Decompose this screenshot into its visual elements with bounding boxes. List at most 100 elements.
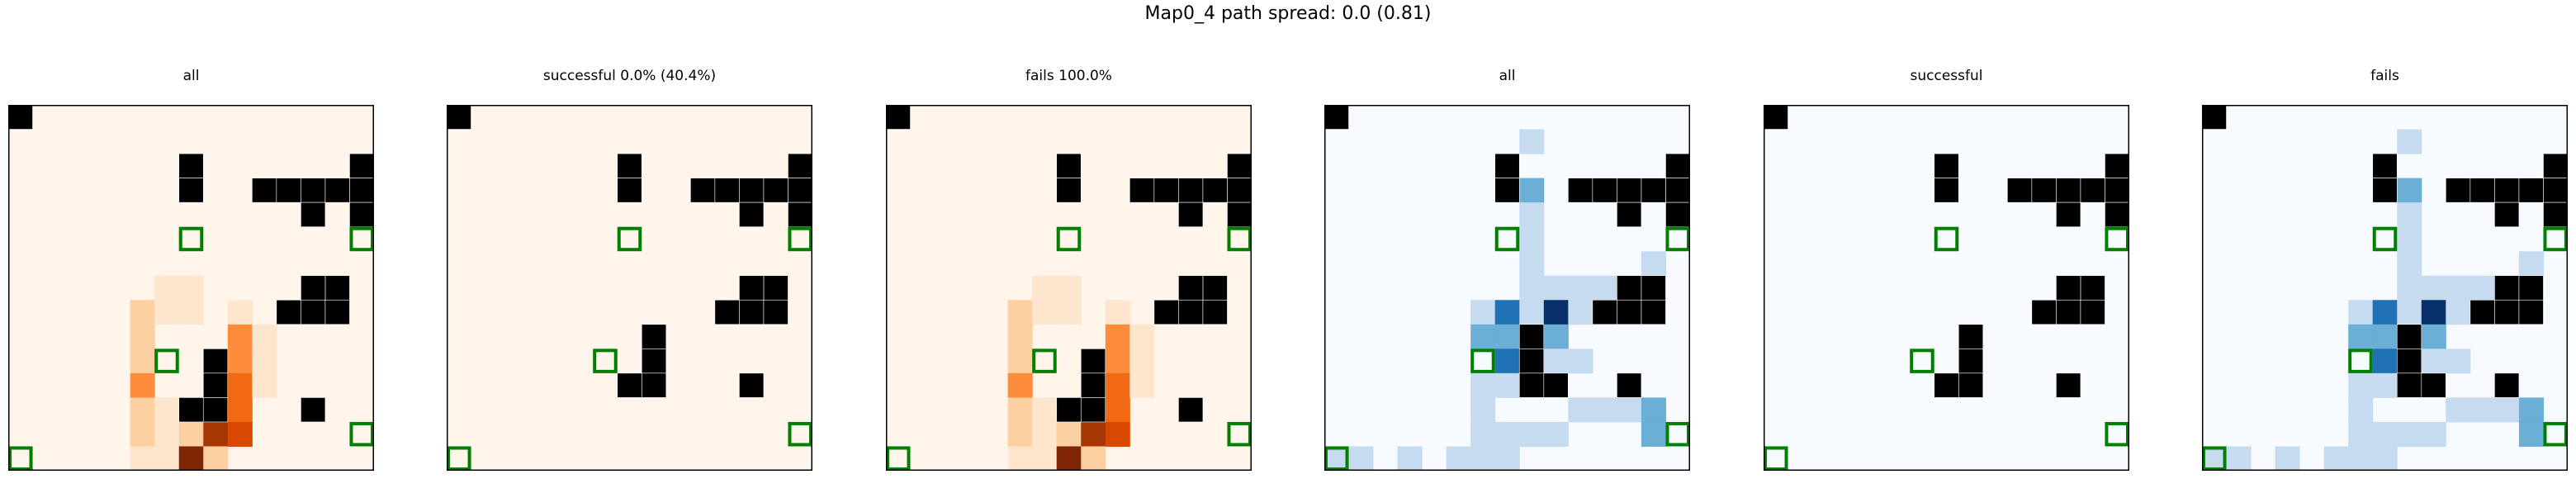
heat-cell xyxy=(1592,275,1617,301)
wall-cell xyxy=(1665,202,1690,227)
heat-cell xyxy=(154,275,180,301)
wall-cell xyxy=(1494,178,1520,203)
wall-cell xyxy=(1056,153,1082,178)
heat-cell xyxy=(1105,349,1130,374)
wall-cell xyxy=(2469,178,2495,203)
goal-marker xyxy=(1227,421,1252,447)
wall-cell xyxy=(1543,372,1569,398)
heat-cell xyxy=(2518,421,2544,447)
heat-cell xyxy=(2372,300,2398,325)
heat-cell xyxy=(1056,446,1082,471)
heatmap-svg xyxy=(8,105,374,471)
wall-cell xyxy=(1934,153,1959,178)
goal-marker xyxy=(2372,226,2398,252)
wall-cell xyxy=(2080,275,2105,301)
wall-cell xyxy=(763,178,788,203)
heat-cell xyxy=(2372,421,2398,447)
wall-cell xyxy=(349,178,374,203)
wall-cell xyxy=(1178,275,1204,301)
panel-title-2: successful 0.0% (40.4%) xyxy=(542,68,717,84)
heat-cell xyxy=(178,421,204,447)
goal-marker xyxy=(178,226,204,252)
heat-cell xyxy=(1494,324,1520,349)
heatmap-svg xyxy=(886,105,1252,471)
goal-marker xyxy=(8,446,33,471)
heat-cell xyxy=(130,372,155,398)
heat-cell xyxy=(130,324,155,349)
heat-cell xyxy=(1519,251,1545,277)
wall-cell xyxy=(1518,372,1545,398)
wall-cell xyxy=(2031,299,2057,325)
wall-cell xyxy=(1958,349,1984,374)
wall-cell xyxy=(739,275,765,301)
heat-cell xyxy=(227,324,253,349)
wall-cell xyxy=(2056,299,2081,325)
goal-marker xyxy=(886,446,911,471)
heat-cell xyxy=(2226,446,2252,471)
heatmap-panel-1 xyxy=(8,105,374,471)
heat-cell xyxy=(227,372,253,398)
wall-cell xyxy=(1080,349,1106,374)
heat-cell xyxy=(1519,129,1545,154)
heat-cell xyxy=(1470,397,1496,423)
heat-cell xyxy=(1007,300,1033,325)
heat-cell xyxy=(1007,372,1033,398)
wall-cell xyxy=(2396,349,2422,374)
wall-cell xyxy=(2543,202,2568,227)
wall-cell xyxy=(2056,178,2081,203)
heat-cell xyxy=(2397,251,2422,277)
heat-cell xyxy=(1641,251,1666,277)
heat-cell xyxy=(2348,397,2374,423)
panel-title-3: fails 100.0% xyxy=(1025,68,1112,84)
heat-cell xyxy=(1494,446,1520,471)
goal-marker xyxy=(1494,226,1520,252)
goal-marker xyxy=(1227,226,1252,252)
heat-cell xyxy=(2348,324,2374,349)
wall-cell xyxy=(1080,372,1106,398)
heat-cell xyxy=(2494,397,2520,423)
heat-cell xyxy=(203,421,229,447)
heat-cell xyxy=(2469,275,2495,301)
heat-cell xyxy=(2421,324,2446,349)
goal-marker xyxy=(1910,349,1934,373)
wall-cell xyxy=(2518,178,2544,203)
figure-title: Map0_4 path spread: 0.0 (0.81) xyxy=(1144,3,1432,24)
heat-cell xyxy=(1105,300,1130,325)
heat-cell xyxy=(2446,300,2471,325)
heat-cell xyxy=(130,349,155,374)
heatmap-frame xyxy=(8,105,374,471)
heat-cell xyxy=(130,421,155,447)
wall-cell xyxy=(714,299,740,325)
heat-cell xyxy=(1494,349,1520,374)
goal-marker xyxy=(2543,226,2568,252)
wall-cell xyxy=(2494,178,2520,203)
wall-cell xyxy=(1592,299,1617,325)
wall-cell xyxy=(2105,202,2129,227)
heat-cell xyxy=(1543,421,1569,447)
heat-cell xyxy=(178,446,204,471)
wall-cell xyxy=(886,105,911,130)
wall-cell xyxy=(2031,178,2057,203)
wall-cell xyxy=(2105,178,2129,203)
wall-cell xyxy=(1494,153,1520,178)
wall-cell xyxy=(202,397,229,423)
heat-cell xyxy=(1519,226,1545,252)
goal-marker xyxy=(1764,446,1788,471)
heat-cell xyxy=(2323,446,2349,471)
goal-marker xyxy=(593,349,618,373)
wall-cell xyxy=(1665,153,1690,178)
wall-cell xyxy=(1227,202,1252,227)
wall-cell xyxy=(178,397,204,423)
heat-cell xyxy=(1056,421,1082,447)
wall-cell xyxy=(276,178,301,203)
heat-cell xyxy=(1129,324,1155,349)
wall-cell xyxy=(739,372,765,398)
heat-cell xyxy=(1592,397,1617,423)
heat-cell xyxy=(2446,397,2471,423)
wall-cell xyxy=(324,178,350,203)
heatmap-panel-5 xyxy=(1764,105,2129,471)
heat-cell xyxy=(1470,421,1496,447)
heatmap-panel-2 xyxy=(447,105,812,471)
wall-cell xyxy=(1202,275,1228,301)
goal-marker xyxy=(1665,421,1690,447)
